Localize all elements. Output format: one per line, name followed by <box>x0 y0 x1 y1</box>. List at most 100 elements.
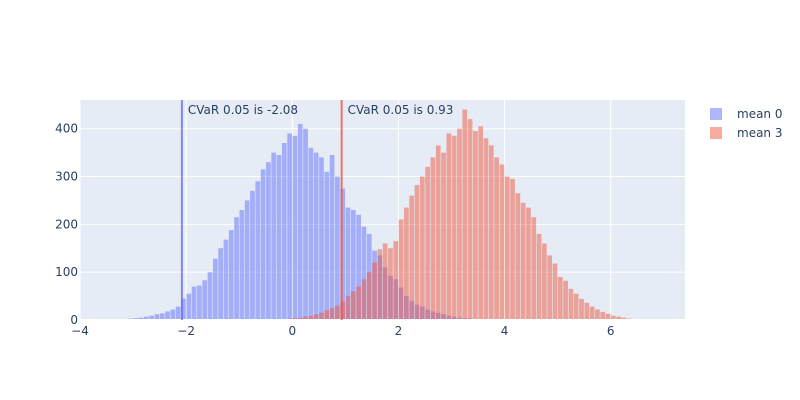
histogram-bar <box>398 219 404 320</box>
gridlines <box>79 100 685 320</box>
histogram-bar <box>366 272 372 320</box>
histogram-bar <box>175 306 181 320</box>
histogram-bar <box>345 296 351 320</box>
histogram-bar <box>542 243 547 320</box>
histogram-bar <box>228 230 234 320</box>
legend-swatch <box>710 127 722 139</box>
histogram-bar <box>605 313 611 320</box>
histogram-bar <box>515 193 521 320</box>
x-tick-label: −2 <box>177 324 195 338</box>
cvar-label-2: CVaR 0.05 is 0.93 <box>348 103 454 117</box>
legend-swatch <box>710 108 722 120</box>
histogram-bar <box>536 233 542 320</box>
histogram-bar <box>239 210 245 320</box>
histogram-bar <box>616 316 622 320</box>
histogram-bar <box>441 152 446 320</box>
histogram-bar <box>595 309 600 320</box>
x-tick-label: 4 <box>501 324 509 338</box>
histogram-bar <box>276 155 282 320</box>
histogram-bar <box>473 131 478 320</box>
histogram-bar <box>478 126 484 320</box>
histogram-bar <box>494 157 499 320</box>
histogram-bar <box>393 241 399 320</box>
histogram-bar <box>340 188 346 320</box>
histogram-bar <box>356 214 361 320</box>
histogram-bar <box>313 314 319 320</box>
histogram-bar <box>319 312 324 320</box>
histogram-bar <box>212 258 218 320</box>
x-tick-label: 6 <box>607 324 615 338</box>
histogram-bar <box>526 207 531 320</box>
histogram-bar <box>584 302 590 320</box>
histogram-bar <box>579 298 584 320</box>
histogram-bar <box>297 123 303 320</box>
histogram-bar <box>419 176 425 320</box>
histogram-bar <box>271 152 277 320</box>
histogram-bar <box>191 286 197 320</box>
histogram-bar <box>297 317 303 320</box>
histogram-bar <box>159 313 165 320</box>
histogram-bar <box>350 291 356 320</box>
histogram-bar <box>404 207 409 320</box>
histogram-bar <box>197 285 202 320</box>
legend-item-1[interactable]: mean 0 <box>710 107 782 121</box>
histogram-bar <box>335 176 340 320</box>
y-tick-label: 200 <box>55 217 78 231</box>
histogram-bar <box>234 217 239 320</box>
histogram-bar <box>335 305 340 320</box>
histogram-bar <box>361 226 367 320</box>
histogram-bar <box>207 272 213 320</box>
histogram-bar <box>547 255 553 320</box>
y-tick-label: 300 <box>55 170 78 184</box>
histogram-bar <box>435 145 441 320</box>
histogram-bar <box>457 128 462 320</box>
y-tick-label: 100 <box>55 265 78 279</box>
histogram-bar <box>143 316 149 320</box>
histogram-bar <box>361 279 367 320</box>
legend-label: mean 0 <box>737 107 782 121</box>
histogram-bar <box>462 109 468 320</box>
histogram-bar <box>388 248 393 320</box>
histogram-bar <box>329 308 335 320</box>
x-tick-label: 0 <box>288 324 296 338</box>
histogram-bar <box>255 181 261 320</box>
histogram-bar <box>165 311 170 320</box>
histogram-bar <box>573 293 579 320</box>
histogram-bar <box>292 135 298 320</box>
histogram-bar <box>345 207 351 320</box>
cvar-lines <box>180 100 343 320</box>
histogram-bar <box>303 316 308 320</box>
histogram-bar <box>568 288 574 320</box>
histogram-bar <box>409 195 415 320</box>
x-tick-label: −4 <box>71 324 89 338</box>
histogram-bar <box>287 133 292 320</box>
series-2-bars <box>260 109 643 320</box>
histogram-bar <box>218 248 223 320</box>
histogram-bar <box>446 133 452 320</box>
histogram-bar <box>340 301 346 320</box>
legend[interactable]: mean 0 mean 3 <box>710 107 782 140</box>
histogram-bar <box>451 135 457 320</box>
histogram-bar <box>319 157 324 320</box>
x-tick-label: 2 <box>395 324 403 338</box>
histogram-bar <box>329 155 335 320</box>
histogram-bar <box>181 298 186 320</box>
plot-area <box>80 100 685 320</box>
histogram-bar <box>281 143 287 320</box>
histogram-bar <box>324 171 330 320</box>
histogram-bar <box>202 280 208 320</box>
histogram-bar <box>138 317 144 320</box>
histogram-bar <box>377 249 383 320</box>
y-axis-ticks: 0 100 200 300 400 <box>55 122 78 327</box>
cvar-annotations: CVaR 0.05 is -2.08 CVaR 0.05 is 0.93 <box>188 103 454 117</box>
histogram-bar <box>589 306 595 320</box>
histogram-bar <box>510 178 515 320</box>
histogram-bar <box>372 262 377 320</box>
histogram-bar <box>313 152 319 320</box>
legend-label: mean 3 <box>737 126 782 140</box>
histogram-bar <box>552 263 558 320</box>
histogram-bar <box>504 176 510 320</box>
histogram-bar <box>499 164 505 320</box>
histogram-bar <box>467 119 473 320</box>
legend-item-2[interactable]: mean 3 <box>710 126 782 140</box>
